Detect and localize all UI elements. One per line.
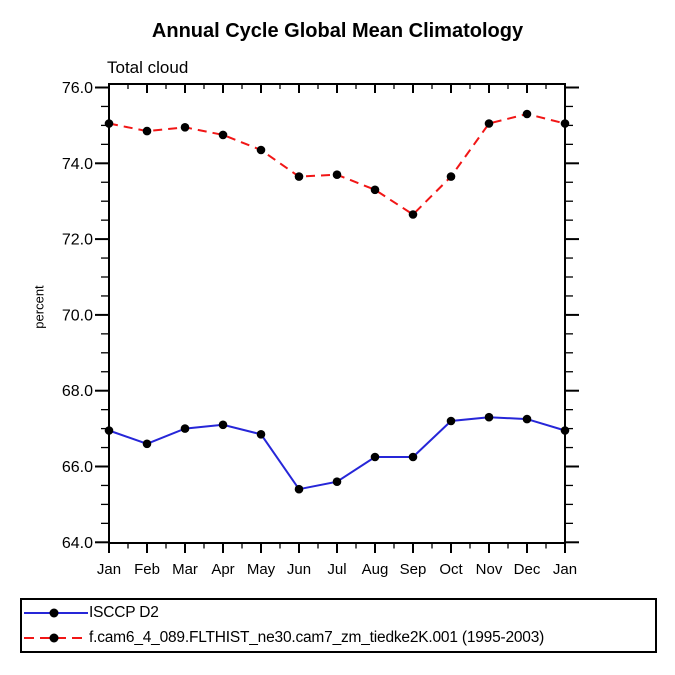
plot-frame [108,83,566,544]
legend-item-observation: ISCCP D2 [23,602,655,624]
x-tick-label: Feb [134,561,160,578]
x-tick-label: Sep [400,561,427,578]
data-point-series-0 [104,426,114,435]
y-tick-label: 66.0 [62,459,93,476]
data-point-series-1 [142,126,152,136]
legend-label-observation: ISCCP D2 [89,603,159,621]
x-tick-label: Mar [172,561,198,578]
data-point-series-0 [142,439,152,449]
legend-marker-dot [49,633,59,643]
data-point-series-0 [294,484,304,494]
data-point-series-1 [294,172,304,181]
data-point-series-1 [560,119,570,128]
data-point-series-1 [446,172,456,181]
data-point-series-1 [484,119,494,128]
x-tick-label: Oct [439,561,463,578]
data-point-series-1 [370,185,380,195]
data-point-series-0 [256,430,266,439]
x-tick-label: Jan [553,561,577,578]
y-tick-label: 74.0 [62,156,93,173]
data-point-series-1 [408,210,418,219]
legend-box: ISCCP D2 f.cam6_4_089.FLTHIST_ne30.cam7_… [20,598,657,653]
data-point-series-0 [332,477,342,487]
y-tick-label: 68.0 [62,383,93,400]
x-tick-label: Apr [211,561,234,578]
data-point-series-1 [256,145,266,155]
x-tick-label: Jan [97,561,121,578]
y-tick-label: 72.0 [62,232,93,249]
data-point-series-0 [484,412,494,422]
x-tick-label: Aug [362,561,389,578]
data-point-series-0 [446,416,456,426]
data-point-series-0 [370,452,380,462]
legend-label-model: f.cam6_4_089.FLTHIST_ne30.cam7_zm_tiedke… [89,629,545,647]
x-tick-label: Jul [327,561,346,578]
x-tick-label: Dec [514,561,541,578]
legend-item-model: f.cam6_4_089.FLTHIST_ne30.cam7_zm_tiedke… [23,627,655,649]
data-point-series-1 [218,130,228,140]
data-point-series-0 [218,420,228,430]
data-point-series-1 [522,109,532,119]
data-point-series-0 [180,424,190,433]
y-tick-label: 76.0 [62,80,93,97]
data-point-series-1 [332,170,342,179]
y-tick-label: 70.0 [62,307,93,324]
data-point-series-0 [522,414,532,424]
data-point-series-1 [180,123,190,132]
series-line-1 [108,112,566,216]
x-tick-label: Jun [287,561,311,578]
y-tick-label: 64.0 [62,535,93,552]
x-tick-label: May [247,561,276,578]
data-point-series-0 [560,426,570,435]
chart-subtitle: Total cloud [107,58,189,77]
legend-dashed-line-sample [24,633,88,643]
data-point-series-1 [104,119,114,128]
chart-title: Annual Cycle Global Mean Climatology [151,20,524,42]
legend-solid-line-sample [24,608,88,618]
data-point-series-0 [408,452,418,462]
x-tick-label: Nov [476,561,503,578]
legend-marker-dot [49,608,59,618]
